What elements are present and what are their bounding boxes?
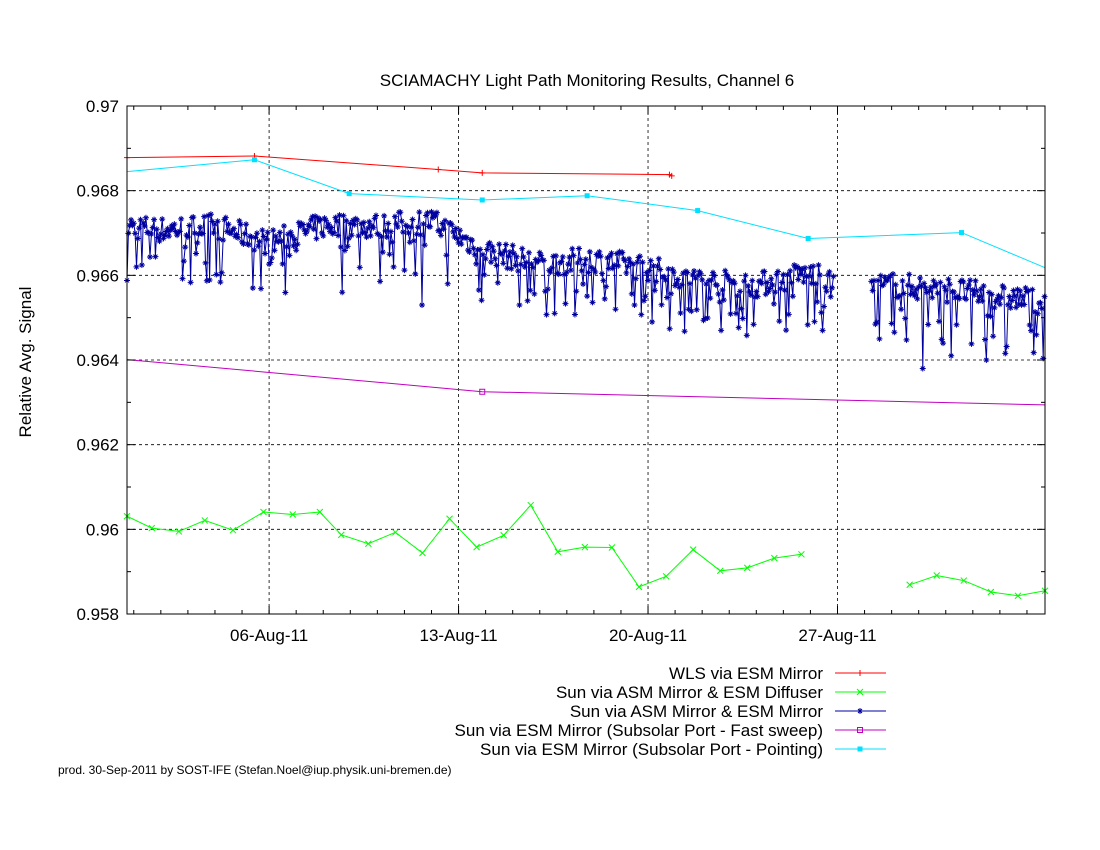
data-point — [159, 216, 166, 223]
data-point — [762, 291, 769, 298]
grid-lines — [127, 106, 1045, 614]
data-point — [798, 550, 805, 558]
chart-title: SCIAMACHY Light Path Monitoring Results,… — [380, 71, 795, 90]
y-tick-label: 0.962 — [76, 436, 119, 455]
x-tick-label: 06-Aug-11 — [230, 626, 308, 645]
data-point — [271, 247, 278, 254]
series-line — [126, 159, 1046, 269]
data-point — [899, 277, 906, 284]
data-point — [889, 270, 896, 277]
data-point — [416, 209, 423, 216]
legend-label: Sun via ESM Mirror (Subsolar Port - Fast… — [455, 721, 823, 740]
y-tick-label: 0.966 — [76, 266, 119, 285]
data-point — [668, 172, 675, 179]
series-line — [126, 504, 802, 588]
data-point — [804, 321, 811, 328]
data-point — [888, 320, 895, 327]
y-axis-label: Relative Avg. Signal — [16, 287, 35, 438]
production-footer: prod. 30-Sep-2011 by SOST-IFE (Stefan.No… — [58, 763, 452, 777]
y-tick-label: 0.964 — [76, 351, 119, 370]
series-line — [126, 210, 834, 336]
legend-item: Sun via ESM Mirror (Subsolar Port - Poin… — [480, 740, 886, 759]
data-point — [630, 261, 637, 268]
data-point — [341, 247, 348, 254]
data-point — [178, 215, 185, 222]
data-point — [551, 310, 558, 317]
series-line — [126, 155, 672, 177]
data-point — [496, 241, 503, 248]
data-point — [249, 285, 256, 292]
data-point — [378, 233, 385, 240]
data-point — [138, 262, 145, 269]
series-line — [909, 574, 1046, 597]
data-point — [857, 746, 863, 752]
y-tick-label: 0.97 — [86, 97, 119, 116]
data-point — [789, 293, 796, 300]
y-tick-label: 0.968 — [76, 182, 119, 201]
data-point — [550, 253, 557, 260]
data-point — [814, 298, 821, 305]
data-point — [531, 290, 538, 297]
data-point — [390, 263, 397, 270]
data-point — [857, 708, 863, 714]
data-point — [478, 297, 485, 304]
data-point — [856, 688, 864, 696]
legend-item: Sun via ESM Mirror (Subsolar Port - Fast… — [455, 721, 886, 740]
data-point — [857, 670, 863, 676]
legend-label: Sun via ASM Mirror & ESM Mirror — [570, 702, 823, 721]
y-tick-label: 0.958 — [76, 605, 119, 624]
y-tick-label: 0.96 — [86, 520, 119, 539]
data-point — [1040, 355, 1047, 362]
legend-item: WLS via ESM Mirror — [669, 664, 886, 683]
data-point — [906, 581, 914, 589]
series-layer — [123, 152, 1049, 600]
data-point — [735, 324, 742, 331]
data-point — [524, 297, 531, 304]
legend-label: Sun via ESM Mirror (Subsolar Port - Poin… — [480, 740, 823, 759]
series-line — [870, 273, 1045, 369]
data-point — [589, 299, 596, 306]
data-point — [739, 315, 746, 322]
data-point — [891, 329, 898, 336]
data-point — [147, 253, 154, 260]
legend-label: WLS via ESM Mirror — [669, 664, 823, 683]
data-point — [732, 310, 739, 317]
x-tick-label: 27-Aug-11 — [798, 626, 876, 645]
x-tick-label: 20-Aug-11 — [609, 626, 687, 645]
data-point — [785, 311, 792, 318]
legend-item: Sun via ASM Mirror & ESM Diffuser — [556, 683, 886, 702]
data-point — [631, 302, 638, 309]
series-4 — [251, 157, 965, 242]
data-point — [186, 222, 193, 229]
data-point — [379, 249, 386, 256]
data-point — [857, 727, 863, 733]
legend-item: Sun via ASM Mirror & ESM Mirror — [570, 702, 886, 721]
legend-label: Sun via ASM Mirror & ESM Diffuser — [556, 683, 823, 702]
series-line — [126, 359, 1046, 406]
x-tick-label: 13-Aug-11 — [419, 626, 497, 645]
data-point — [876, 335, 883, 342]
data-point — [783, 327, 790, 334]
data-point — [356, 264, 363, 271]
data-point — [681, 328, 688, 335]
data-point — [1030, 349, 1037, 356]
axis-ticks: 0.958 0.96 0.962 0.964 0.966 0.968 0.97 06-Aug-… — [76, 97, 1045, 645]
series-1 — [123, 501, 1049, 600]
